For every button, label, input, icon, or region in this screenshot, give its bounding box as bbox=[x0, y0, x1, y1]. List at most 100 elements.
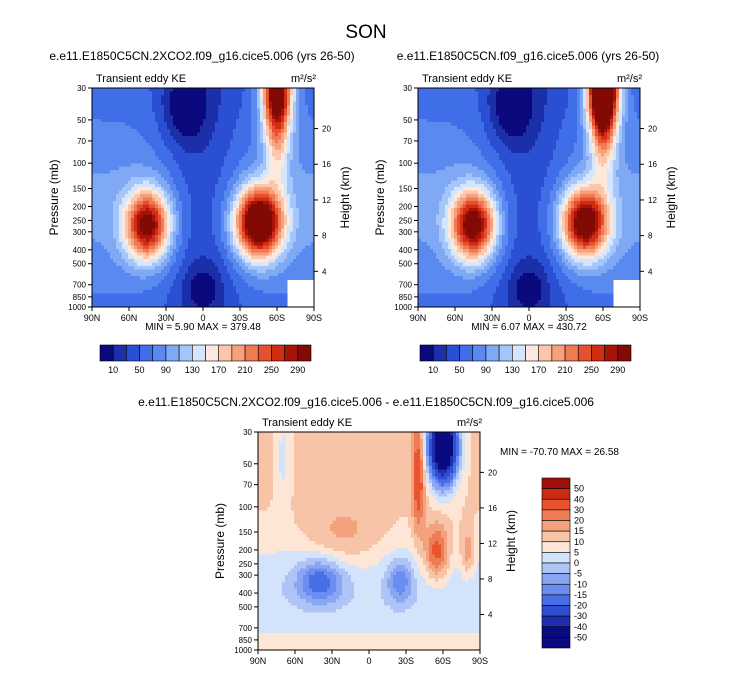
contour-cell bbox=[173, 286, 177, 291]
contour-cell bbox=[230, 300, 234, 305]
contour-cell bbox=[233, 286, 237, 291]
contour-cell bbox=[293, 135, 297, 140]
contour-cell bbox=[116, 170, 120, 175]
contour-cell bbox=[302, 163, 306, 168]
contour-cell bbox=[104, 135, 108, 140]
contour-cell bbox=[263, 231, 267, 236]
contour-cell bbox=[601, 88, 605, 93]
contour-cell bbox=[131, 262, 135, 267]
contour-cell bbox=[260, 214, 264, 219]
contour-cell bbox=[242, 276, 246, 281]
contour-cell bbox=[224, 118, 228, 123]
contour-cell bbox=[158, 293, 162, 298]
contour-cell bbox=[125, 300, 129, 305]
contour-cell bbox=[200, 176, 204, 181]
contour-cell bbox=[176, 303, 180, 308]
contour-cell bbox=[302, 221, 306, 226]
colorbar-box bbox=[178, 344, 193, 362]
contour-cell bbox=[203, 245, 207, 250]
contour-cell bbox=[167, 245, 171, 250]
contour-cell bbox=[104, 129, 108, 134]
contour-cell bbox=[239, 183, 243, 188]
contour-cell bbox=[254, 105, 258, 110]
contour-cell bbox=[95, 183, 99, 188]
contour-cell bbox=[281, 221, 285, 226]
contour-cell bbox=[284, 122, 288, 127]
contour-cell bbox=[212, 224, 216, 229]
contour-cell bbox=[125, 146, 129, 151]
contour-cell bbox=[173, 149, 177, 154]
contour-cell bbox=[152, 228, 156, 233]
contour-cell bbox=[227, 94, 231, 99]
contour-cell bbox=[302, 173, 306, 178]
contour-cell bbox=[170, 269, 174, 274]
contour-cell bbox=[311, 98, 315, 103]
contour-cell bbox=[119, 194, 123, 199]
contour-cell bbox=[212, 231, 216, 236]
contour-cell bbox=[263, 105, 267, 110]
contour-cell bbox=[128, 272, 132, 277]
contour-cell bbox=[185, 180, 189, 185]
contour-cell bbox=[254, 272, 258, 277]
contour-cell bbox=[200, 197, 204, 202]
contour-cell bbox=[176, 252, 180, 257]
contour-cell bbox=[119, 173, 123, 178]
contour-cell bbox=[155, 153, 159, 158]
contour-cell bbox=[583, 91, 587, 96]
contour-cell bbox=[146, 88, 150, 93]
contour-cell bbox=[631, 94, 635, 99]
contour-cell bbox=[206, 139, 210, 144]
contour-cell bbox=[158, 135, 162, 140]
contour-cell bbox=[284, 218, 288, 223]
contour-cell bbox=[224, 248, 228, 253]
contour-cell bbox=[221, 180, 225, 185]
contour-cell bbox=[260, 197, 264, 202]
contour-cell bbox=[92, 272, 96, 277]
contour-cell bbox=[215, 88, 219, 93]
contour-cell bbox=[119, 108, 123, 113]
contour-cell bbox=[113, 159, 117, 164]
contour-cell bbox=[119, 286, 123, 291]
contour-cell bbox=[290, 235, 294, 240]
contour-cell bbox=[257, 105, 261, 110]
contour-cell bbox=[179, 300, 183, 305]
contour-cell bbox=[164, 108, 168, 113]
contour-cell bbox=[499, 91, 503, 96]
contour-cell bbox=[161, 235, 165, 240]
contour-cell bbox=[95, 259, 99, 264]
contour-cell bbox=[245, 135, 249, 140]
contour-cell bbox=[182, 187, 186, 192]
contour-cell bbox=[433, 91, 437, 96]
contour-cell bbox=[206, 122, 210, 127]
contour-cell bbox=[125, 276, 129, 281]
contour-cell bbox=[149, 108, 153, 113]
contour-cell bbox=[284, 286, 288, 291]
contour-cell bbox=[140, 255, 144, 260]
contour-cell bbox=[110, 303, 114, 308]
contour-cell bbox=[155, 183, 159, 188]
contour-cell bbox=[110, 156, 114, 161]
contour-cell bbox=[164, 241, 168, 246]
contour-cell bbox=[125, 176, 129, 181]
contour-cell bbox=[221, 276, 225, 281]
contour-cell bbox=[119, 211, 123, 216]
contour-cell bbox=[191, 207, 195, 212]
contour-cell bbox=[161, 214, 165, 219]
contour-cell bbox=[302, 241, 306, 246]
contour-cell bbox=[233, 300, 237, 305]
contour-cell bbox=[131, 272, 135, 277]
contour-cell bbox=[296, 200, 300, 205]
contour-cell bbox=[119, 265, 123, 270]
contour-cell bbox=[179, 132, 183, 137]
contour-cell bbox=[239, 269, 243, 274]
contour-cell bbox=[269, 248, 273, 253]
contour-cell bbox=[194, 245, 198, 250]
contour-cell bbox=[179, 269, 183, 274]
contour-cell bbox=[502, 91, 506, 96]
contour-cell bbox=[104, 303, 108, 308]
contour-cell bbox=[215, 94, 219, 99]
contour-cell bbox=[221, 265, 225, 270]
contour-cell bbox=[275, 221, 279, 226]
contour-cell bbox=[197, 255, 201, 260]
contour-cell bbox=[269, 183, 273, 188]
